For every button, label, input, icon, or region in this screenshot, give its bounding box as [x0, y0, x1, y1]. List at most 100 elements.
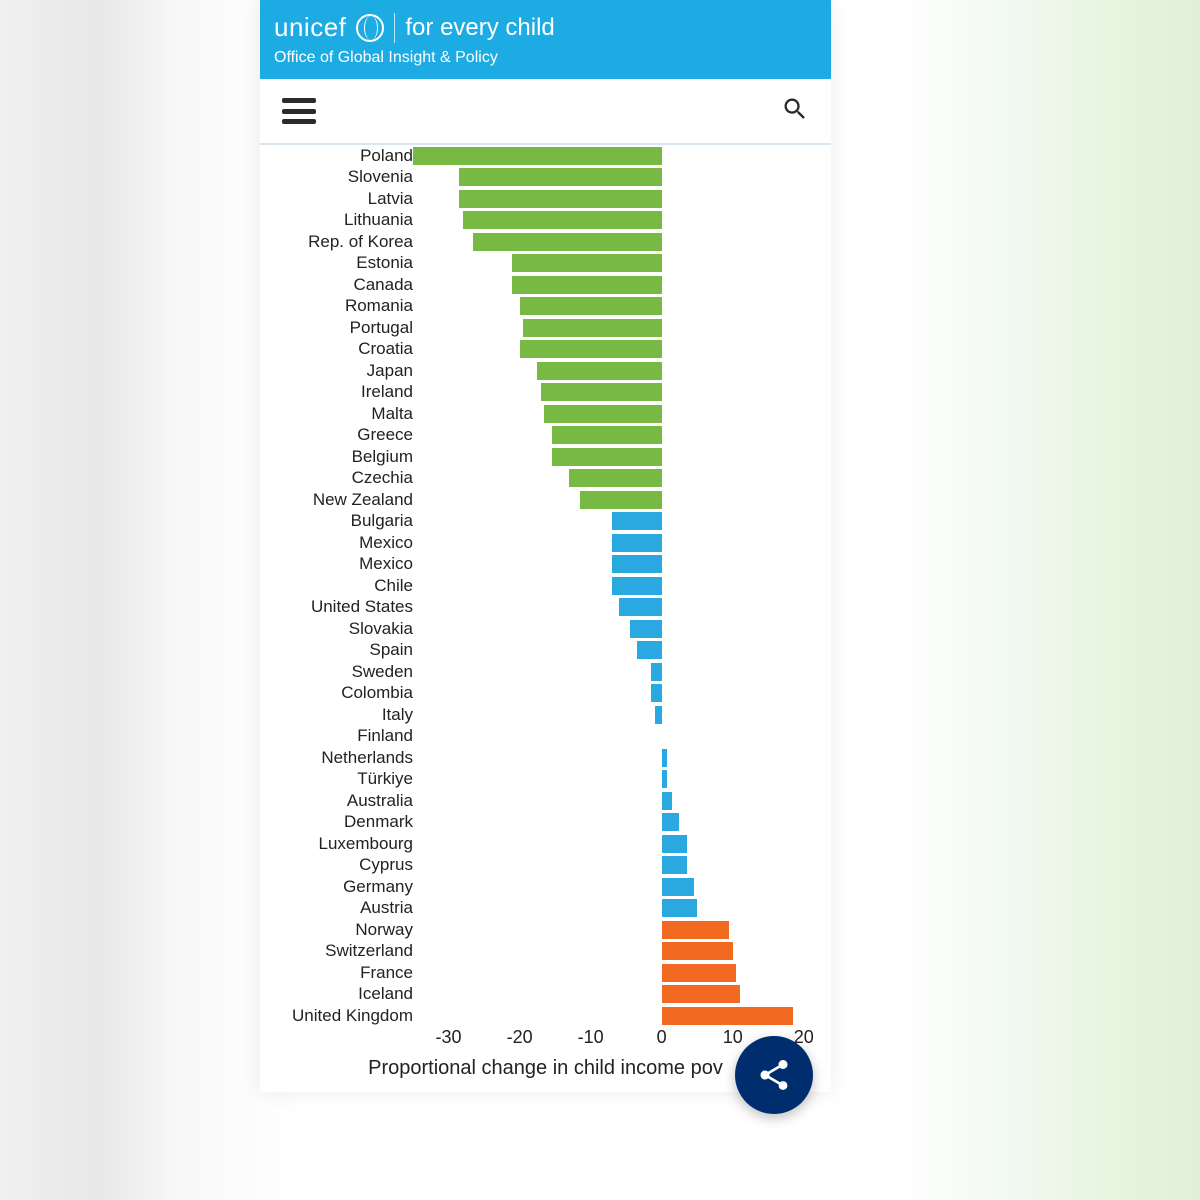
- menu-icon[interactable]: [282, 98, 316, 124]
- bar-track: [413, 1007, 821, 1025]
- category-label: Chile: [374, 576, 413, 596]
- chart-row: New Zealand: [260, 489, 831, 511]
- category-label: Mexico: [359, 533, 413, 553]
- chart-row: Japan: [260, 360, 831, 382]
- bar-track: [413, 555, 821, 573]
- bar-track: [413, 749, 821, 767]
- category-label: Czechia: [352, 468, 413, 488]
- category-label: Poland: [360, 146, 413, 166]
- bar-track: [413, 727, 821, 745]
- chart-row: Sweden: [260, 661, 831, 683]
- bar: [662, 985, 740, 1003]
- category-label: Romania: [345, 296, 413, 316]
- bar-track: [413, 534, 821, 552]
- chart-row: Lithuania: [260, 210, 831, 232]
- chart-row: Denmark: [260, 812, 831, 834]
- category-label: Rep. of Korea: [308, 232, 413, 252]
- chart-row: Croatia: [260, 339, 831, 361]
- chart-row: Ireland: [260, 382, 831, 404]
- bar: [662, 964, 737, 982]
- bar: [651, 684, 662, 702]
- bar-track: [413, 405, 821, 423]
- category-label: France: [360, 963, 413, 983]
- category-label: Lithuania: [344, 210, 413, 230]
- chart-row: Iceland: [260, 984, 831, 1006]
- category-label: Australia: [347, 791, 413, 811]
- bar: [512, 254, 661, 272]
- tagline: for every child: [405, 14, 554, 42]
- bar-track: [413, 813, 821, 831]
- category-label: Croatia: [358, 339, 413, 359]
- bar: [619, 598, 662, 616]
- chart-row: Finland: [260, 726, 831, 748]
- bar: [662, 856, 687, 874]
- bar: [537, 362, 661, 380]
- chart-row: Netherlands: [260, 747, 831, 769]
- bar-track: [413, 856, 821, 874]
- category-label: Spain: [370, 640, 413, 660]
- bar: [580, 491, 662, 509]
- unicef-wordmark: unicef: [274, 12, 346, 43]
- bar: [662, 835, 687, 853]
- bar: [552, 426, 662, 444]
- bar-track: [413, 770, 821, 788]
- category-label: United Kingdom: [292, 1006, 413, 1026]
- bar: [662, 813, 680, 831]
- chart-row: Italy: [260, 704, 831, 726]
- category-label: Latvia: [368, 189, 413, 209]
- bar-track: [413, 448, 821, 466]
- category-label: Bulgaria: [351, 511, 413, 531]
- unicef-header: unicef for every child Office of Global …: [260, 0, 831, 79]
- chart-row: Greece: [260, 425, 831, 447]
- bar-chart: PolandSloveniaLatviaLithuaniaRep. of Kor…: [260, 145, 831, 1092]
- bar: [552, 448, 662, 466]
- chart-row: Mexico: [260, 554, 831, 576]
- chart-row: Estonia: [260, 253, 831, 275]
- bar: [630, 620, 662, 638]
- chart-row: Mexico: [260, 532, 831, 554]
- chart-row: Spain: [260, 640, 831, 662]
- category-label: Portugal: [350, 318, 413, 338]
- globe-icon: [356, 14, 384, 42]
- bar: [662, 899, 698, 917]
- chart-row: Poland: [260, 145, 831, 167]
- category-label: Switzerland: [325, 941, 413, 961]
- chart-row: Germany: [260, 876, 831, 898]
- bar-track: [413, 276, 821, 294]
- category-label: Germany: [343, 877, 413, 897]
- category-label: Sweden: [352, 662, 413, 682]
- category-label: Luxembourg: [318, 834, 413, 854]
- bar-track: [413, 792, 821, 810]
- bar-track: [413, 921, 821, 939]
- bar-track: [413, 426, 821, 444]
- bar-track: [413, 598, 821, 616]
- bar: [520, 297, 662, 315]
- chart-row: France: [260, 962, 831, 984]
- chart-row: Norway: [260, 919, 831, 941]
- bar: [662, 1007, 793, 1025]
- bar: [662, 749, 667, 767]
- bar: [612, 534, 662, 552]
- chart-row: United Kingdom: [260, 1005, 831, 1027]
- category-label: United States: [311, 597, 413, 617]
- bar-track: [413, 878, 821, 896]
- bar: [463, 211, 662, 229]
- bar: [651, 663, 662, 681]
- bar: [473, 233, 661, 251]
- share-button[interactable]: [735, 1036, 813, 1114]
- search-icon[interactable]: [781, 95, 809, 128]
- category-label: Cyprus: [359, 855, 413, 875]
- bar-track: [413, 469, 821, 487]
- bar: [541, 383, 662, 401]
- bar-track: [413, 985, 821, 1003]
- category-label: Greece: [357, 425, 413, 445]
- bar: [655, 706, 662, 724]
- bar: [523, 319, 662, 337]
- toolbar: [260, 79, 831, 145]
- share-icon: [756, 1057, 792, 1093]
- category-label: Estonia: [356, 253, 413, 273]
- chart-row: United States: [260, 597, 831, 619]
- bar: [662, 792, 673, 810]
- bar: [662, 878, 694, 896]
- chart-row: Belgium: [260, 446, 831, 468]
